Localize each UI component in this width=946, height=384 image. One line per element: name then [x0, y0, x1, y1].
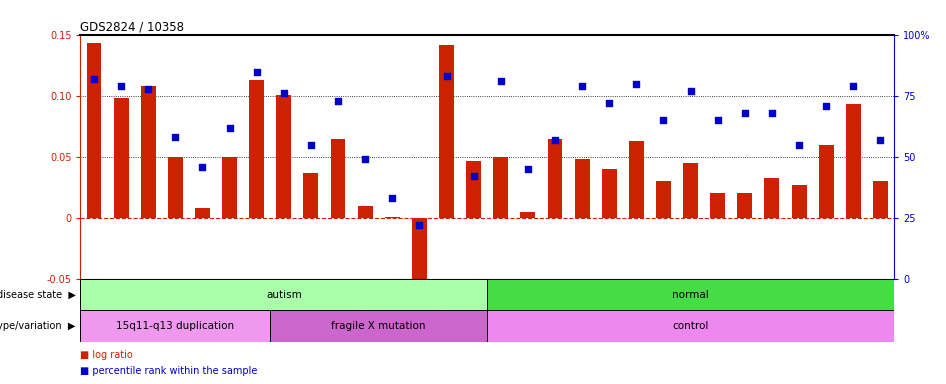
Text: control: control: [673, 321, 709, 331]
Point: [358, 156, 373, 162]
Bar: [358, 206, 373, 218]
Point: [195, 164, 210, 170]
Text: 15q11-q13 duplication: 15q11-q13 duplication: [116, 321, 235, 331]
Bar: [271, 310, 487, 342]
Text: autism: autism: [266, 290, 302, 300]
Bar: [86, 43, 101, 218]
Point: [86, 76, 101, 82]
Text: normal: normal: [673, 290, 709, 300]
Bar: [195, 208, 210, 218]
Bar: [80, 310, 271, 342]
Point: [167, 134, 183, 141]
Point: [792, 142, 807, 148]
Point: [439, 73, 454, 79]
Point: [737, 110, 752, 116]
Point: [574, 83, 589, 89]
Point: [818, 103, 833, 109]
Point: [114, 83, 129, 89]
Bar: [222, 157, 237, 218]
Bar: [487, 310, 894, 342]
Bar: [683, 163, 698, 218]
Point: [764, 110, 780, 116]
Bar: [330, 139, 345, 218]
Point: [141, 86, 156, 92]
Point: [222, 124, 237, 131]
Bar: [487, 279, 894, 310]
Point: [846, 83, 861, 89]
Bar: [574, 159, 589, 218]
Bar: [114, 98, 129, 218]
Bar: [520, 212, 535, 218]
Text: ■ log ratio: ■ log ratio: [80, 350, 133, 360]
Bar: [304, 173, 319, 218]
Point: [412, 222, 427, 228]
Point: [683, 88, 698, 94]
Bar: [737, 194, 752, 218]
Point: [385, 195, 400, 201]
Bar: [548, 139, 563, 218]
Bar: [141, 86, 156, 218]
Point: [466, 173, 482, 179]
Text: genotype/variation  ▶: genotype/variation ▶: [0, 321, 76, 331]
Point: [602, 100, 617, 106]
Point: [304, 142, 319, 148]
Bar: [710, 194, 726, 218]
Text: GDS2824 / 10358: GDS2824 / 10358: [80, 21, 184, 34]
Text: ■ percentile rank within the sample: ■ percentile rank within the sample: [80, 366, 257, 376]
Text: fragile X mutation: fragile X mutation: [331, 321, 426, 331]
Bar: [80, 279, 487, 310]
Bar: [602, 169, 617, 218]
Point: [548, 137, 563, 143]
Point: [873, 137, 888, 143]
Text: disease state  ▶: disease state ▶: [0, 290, 76, 300]
Bar: [412, 218, 427, 285]
Bar: [466, 161, 482, 218]
Point: [276, 90, 291, 96]
Bar: [629, 141, 644, 218]
Point: [330, 98, 345, 104]
Bar: [873, 181, 888, 218]
Point: [656, 117, 671, 123]
Point: [629, 81, 644, 87]
Point: [710, 117, 726, 123]
Bar: [385, 217, 400, 218]
Bar: [656, 181, 671, 218]
Bar: [493, 157, 508, 218]
Bar: [276, 95, 291, 218]
Point: [493, 78, 508, 84]
Point: [249, 68, 264, 74]
Bar: [792, 185, 807, 218]
Point: [520, 166, 535, 172]
Bar: [846, 104, 861, 218]
Bar: [818, 145, 833, 218]
Bar: [167, 157, 183, 218]
Bar: [439, 45, 454, 218]
Bar: [249, 80, 264, 218]
Bar: [764, 177, 780, 218]
